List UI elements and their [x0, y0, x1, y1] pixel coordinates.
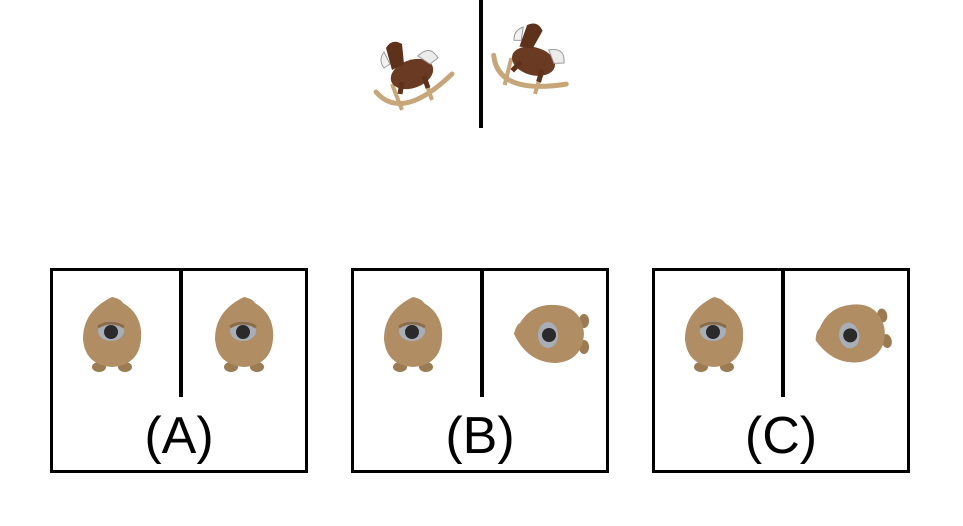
- option-divider: [179, 271, 183, 397]
- creature-image-right: [209, 293, 279, 380]
- option-divider: [480, 271, 484, 397]
- creature-image-left: [378, 293, 448, 380]
- creature-image-left: [679, 293, 749, 380]
- creature-image-right-rotated: [811, 293, 893, 380]
- option-label: (A): [144, 407, 214, 465]
- rocking-horse-image: [372, 34, 456, 127]
- option-c[interactable]: (C): [652, 268, 910, 473]
- rocking-horse-rotated-image: [490, 22, 578, 111]
- option-label: (B): [445, 407, 515, 465]
- option-b[interactable]: (B): [351, 268, 609, 473]
- reference-divider: [479, 0, 483, 128]
- option-label: (C): [744, 407, 818, 465]
- creature-image-left: [77, 293, 147, 380]
- option-divider: [781, 271, 785, 397]
- option-a[interactable]: (A): [50, 268, 308, 473]
- creature-image-right-rotated: [510, 293, 592, 380]
